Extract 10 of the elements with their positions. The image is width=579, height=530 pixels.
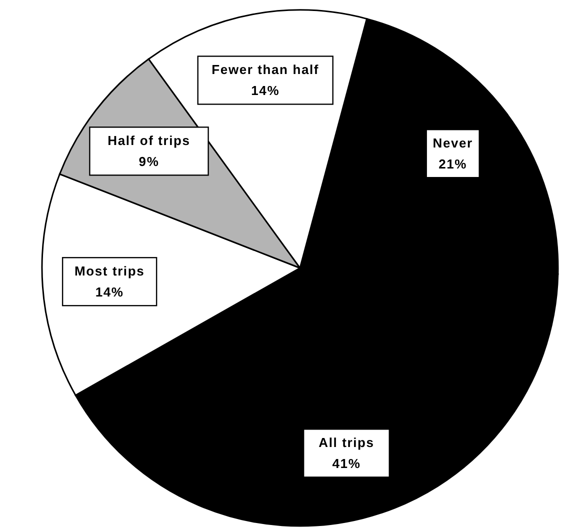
slice-label: Most trips — [74, 264, 145, 279]
data-label: 9% — [138, 154, 160, 170]
data-label: 14% — [251, 83, 280, 98]
slice-label: All trips — [318, 435, 374, 450]
slice-label: Never — [432, 136, 473, 151]
slice-label: Half of trips — [108, 133, 190, 148]
data-label: 14% — [95, 284, 124, 300]
slice-label: Fewer than half — [212, 62, 320, 78]
data-label: 21% — [438, 156, 468, 172]
data-label: 41% — [332, 456, 361, 472]
